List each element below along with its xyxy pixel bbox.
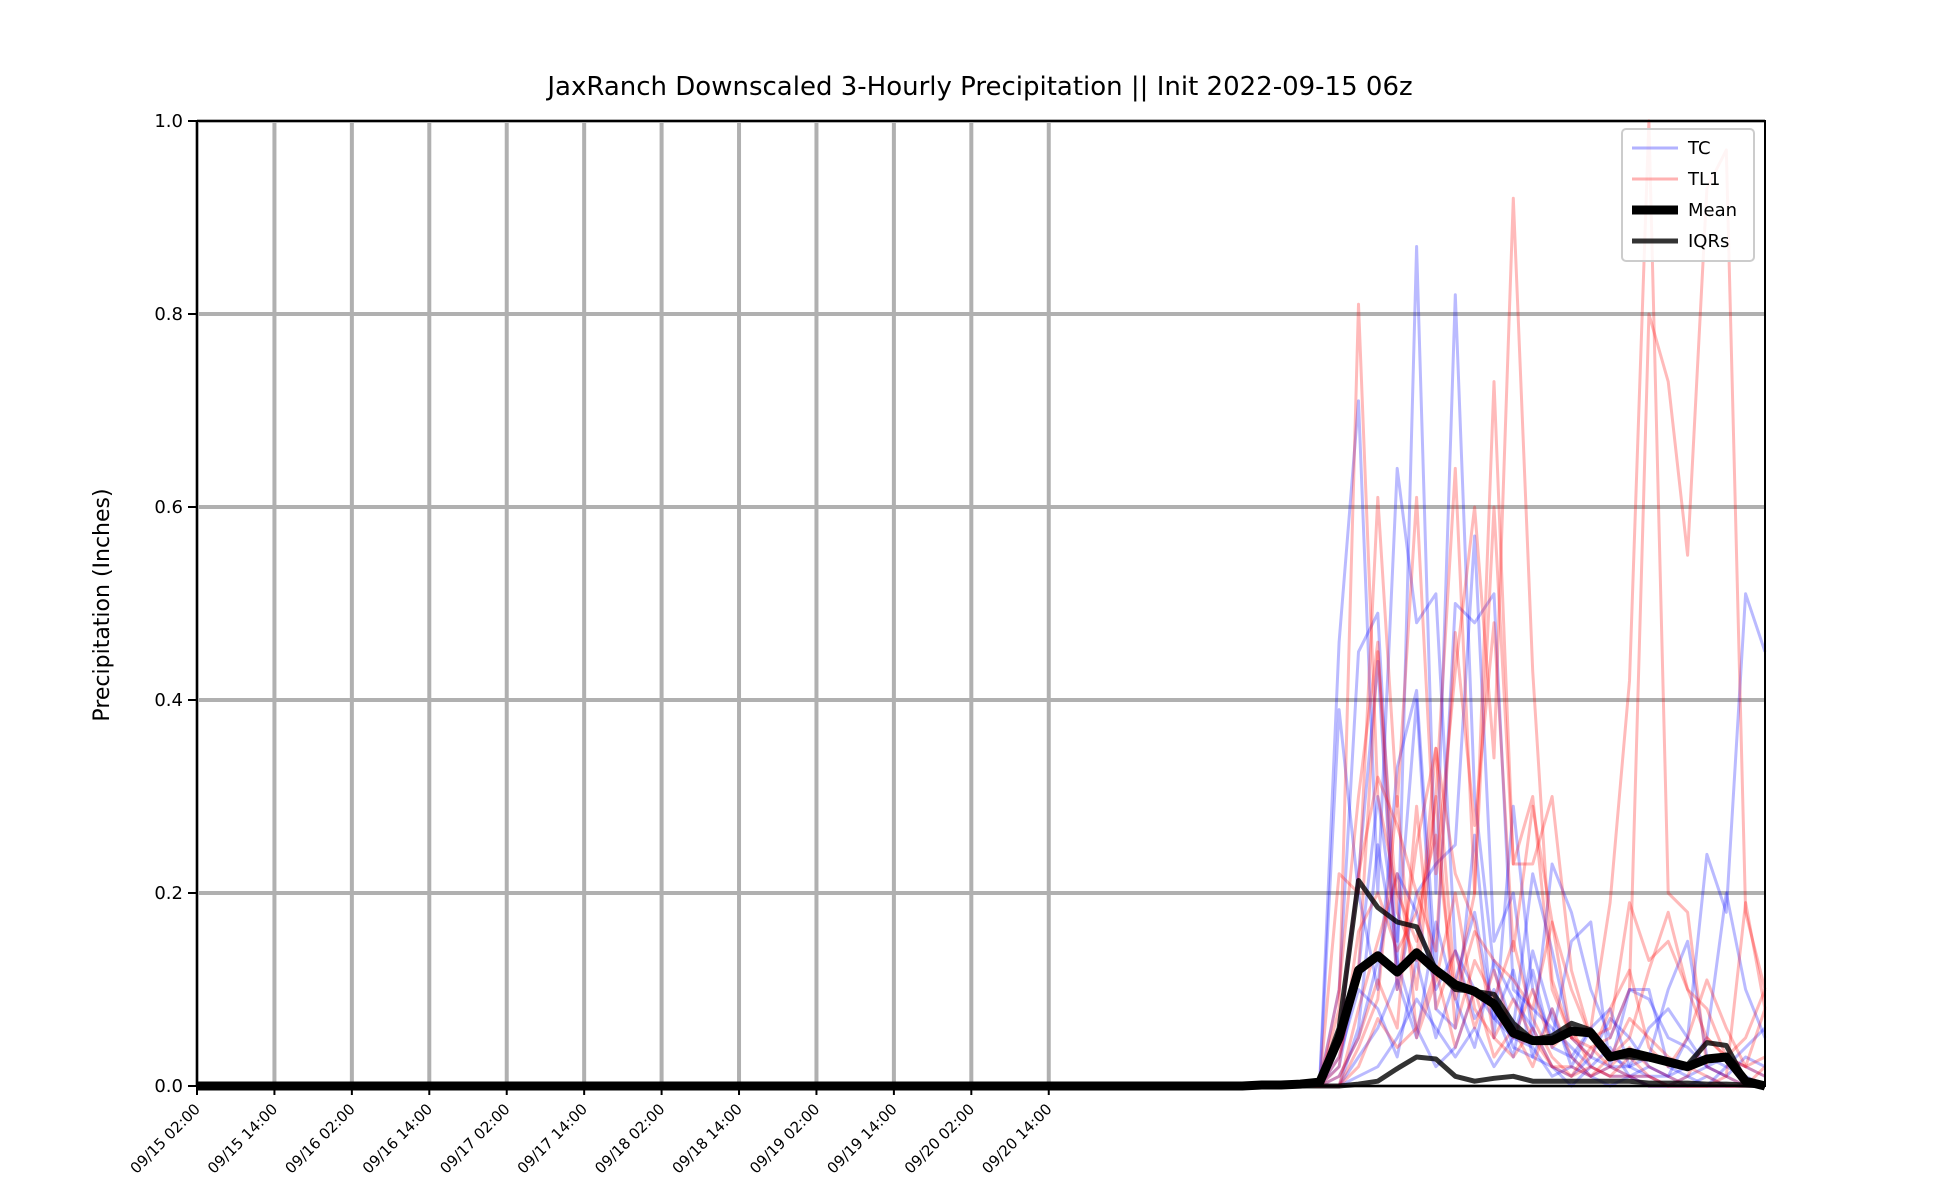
chart-title: JaxRanch Downscaled 3-Hourly Precipitati… [545,72,1412,102]
legend-label-tl1: TL1 [1687,169,1720,190]
y-tick-label: 0.2 [154,883,183,904]
legend-label-tc: TC [1687,138,1711,159]
legend-label-iqrs: IQRs [1688,231,1729,252]
legend-box [1621,128,1755,262]
y-tick-label: 0.8 [154,304,183,325]
y-axis-label: Precipitation (Inches) [90,488,115,721]
y-tick-label: 0.4 [154,690,183,711]
y-tick-label: 0.6 [154,497,183,518]
legend-label-mean: Mean [1688,200,1737,221]
legend: TC TL1 Mean IQRs [1621,128,1755,262]
y-tick-label: 0.0 [154,1076,183,1097]
y-axis-ticks: 0.0 0.2 0.4 0.6 0.8 1.0 [154,111,197,1097]
y-tick-label: 1.0 [154,111,183,132]
grid-lines [195,119,1765,1088]
plot-frame [196,120,1766,1087]
